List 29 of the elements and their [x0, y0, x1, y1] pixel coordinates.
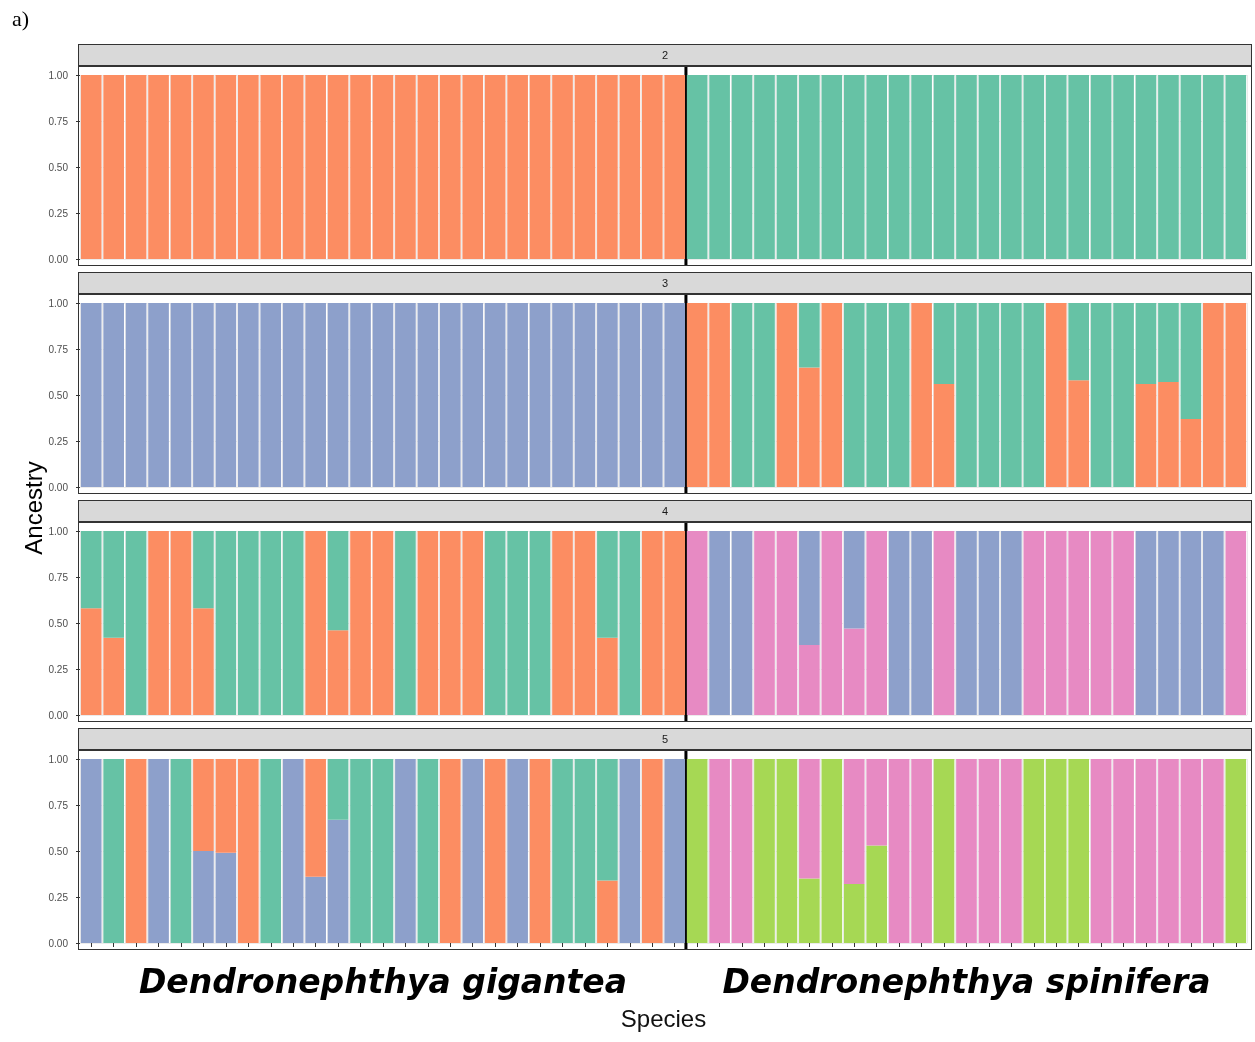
y-tick-label: 0.75 — [48, 799, 69, 811]
y-tick-label: 0.25 — [48, 207, 69, 219]
text: Dendronephthya spinifera — [721, 962, 1212, 1001]
y-tick-label: 1.00 — [48, 297, 69, 309]
y-tick-label: 0.00 — [48, 709, 69, 721]
y-tick-label: 0.50 — [48, 617, 69, 629]
y-tick-label: 0.00 — [48, 481, 69, 493]
y-tick-label: 0.50 — [48, 845, 69, 857]
chart-title: 4 — [78, 500, 1252, 522]
y-axis-title: Ancestry — [20, 461, 48, 555]
y-tick-label: 1.00 — [48, 525, 69, 537]
chart-title: 3 — [78, 272, 1252, 294]
y-tick-label: 0.75 — [48, 343, 69, 355]
y-tick-label: 1.00 — [48, 69, 69, 81]
chart-title: 5 — [78, 728, 1252, 750]
y-tick-label: 0.25 — [48, 891, 69, 903]
y-tick-label: 0.00 — [48, 937, 69, 949]
y-tick-label: 1.00 — [48, 753, 69, 765]
y-tick-label: 0.25 — [48, 435, 69, 447]
chart-title: 2 — [78, 44, 1252, 66]
y-tick-label: 0.50 — [48, 389, 69, 401]
y-tick-label: 0.75 — [48, 115, 69, 127]
x-axis-title: Species — [619, 1005, 708, 1033]
text: Dendronephthya gigantea — [137, 962, 628, 1001]
y-tick-label: 0.00 — [48, 253, 69, 265]
y-tick-label: 0.25 — [48, 663, 69, 675]
y-tick-label: 0.50 — [48, 161, 69, 173]
y-tick-label: 0.75 — [48, 571, 69, 583]
text: a) — [12, 6, 30, 32]
